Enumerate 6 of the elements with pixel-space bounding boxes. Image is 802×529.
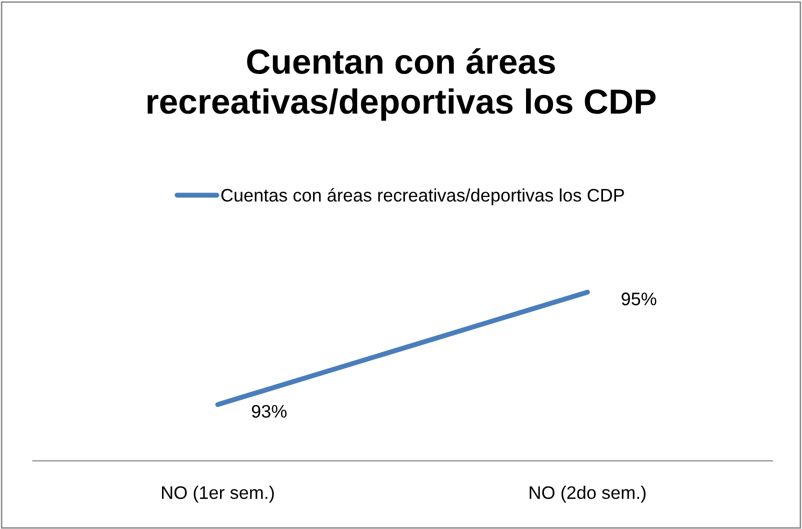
x-tick-label: NO (1er sem.) [162, 486, 274, 503]
chart-title: Cuentan con áreas recreativas/deportivas los CDP [148, 48, 656, 121]
data-label: 95% [622, 292, 656, 306]
data-label: 93% [252, 404, 287, 418]
legend-label: Cuentas con áreas recreativas/deportivas los CDP [221, 188, 624, 206]
x-tick-label: NO (2do sem.) [530, 486, 646, 503]
